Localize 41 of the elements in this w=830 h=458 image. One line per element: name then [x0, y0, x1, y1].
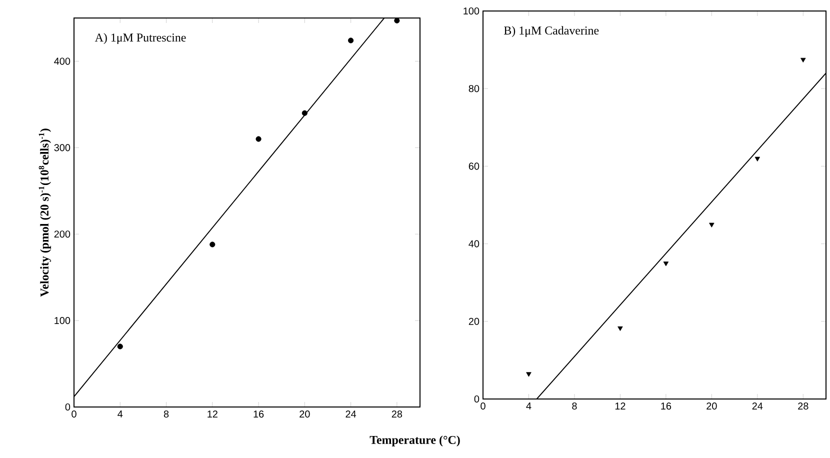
y-tick-label: 60 — [468, 162, 480, 170]
y-axis-title: Velocity (pmol (20 s)$^{-1}$(10$^{8}$cells)$^{-1}$) — [38, 128, 52, 297]
y-tick-label: 80 — [468, 85, 480, 92]
x-tick-label: 24 — [752, 402, 763, 410]
x-tick-label: 16 — [254, 410, 264, 418]
x-tick-label: 4 — [526, 402, 532, 410]
y-tick-label: 200 — [54, 230, 70, 238]
x-axis-title: Temperature (°C) — [370, 436, 460, 446]
annotation: A) 1μM Putrescine — [94, 33, 186, 44]
point — [210, 242, 216, 248]
y-tick-label: 100 — [54, 317, 70, 324]
y-tick-label: 300 — [54, 144, 70, 152]
x-tick-label: 20 — [300, 410, 310, 418]
x-tick-label: 12 — [208, 410, 218, 418]
x-tick-label: 16 — [661, 402, 672, 410]
point — [754, 156, 760, 162]
y-tick-label: 20 — [468, 318, 480, 325]
y-tick-label: 40 — [468, 240, 480, 248]
x-tick-label: 4 — [118, 410, 123, 418]
x-tick-label: 28 — [798, 402, 808, 410]
point — [800, 58, 806, 62]
point — [256, 136, 262, 142]
point — [302, 110, 308, 116]
point — [117, 344, 123, 350]
y-tick-label: 0 — [474, 395, 480, 403]
x-tick-label: 8 — [164, 410, 169, 418]
point — [663, 262, 669, 266]
x-tick-label: 28 — [392, 410, 402, 418]
point — [526, 372, 532, 377]
y-tick-label: 400 — [54, 58, 70, 65]
x-tick-label: 12 — [615, 402, 626, 410]
annotation: B) 1μM Cadaverine — [504, 26, 599, 38]
x-tick-label: 24 — [346, 410, 356, 418]
x-tick-label: 0 — [480, 402, 486, 410]
x-tick-label: 8 — [572, 402, 577, 410]
y-tick-label: 100 — [464, 7, 480, 15]
x-tick-label: 0 — [72, 410, 76, 418]
point — [618, 326, 623, 331]
point — [348, 38, 354, 44]
point — [709, 222, 714, 228]
x-tick-label: 20 — [706, 402, 717, 410]
